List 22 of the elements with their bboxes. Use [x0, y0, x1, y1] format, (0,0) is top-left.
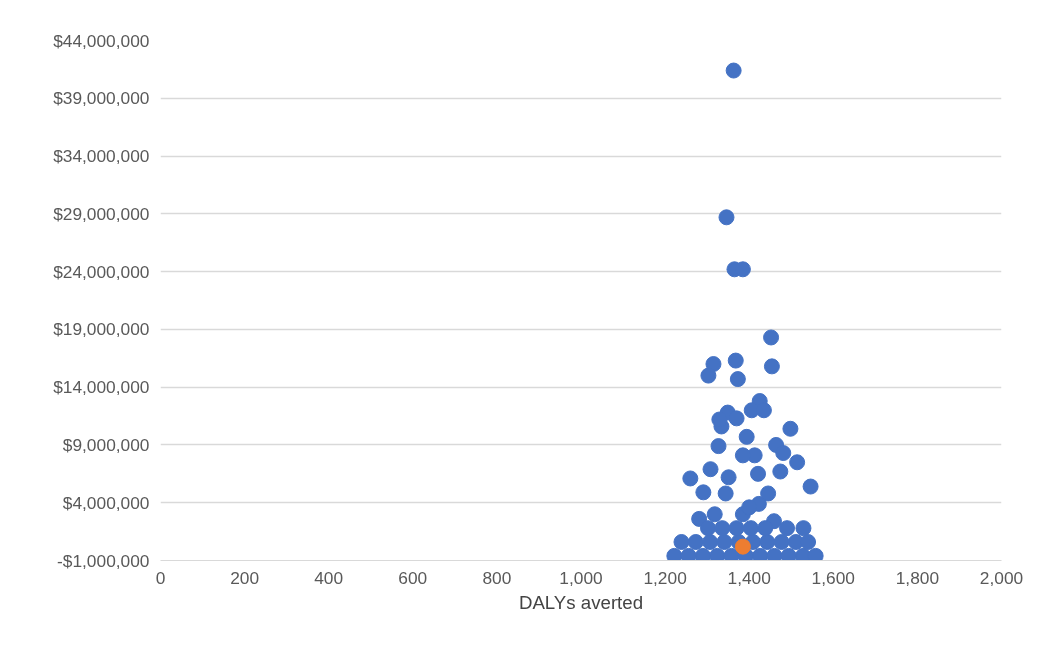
y-tick-label: -$1,000,000: [57, 550, 150, 571]
x-tick-label: 2,000: [979, 567, 1024, 588]
y-tick-label: $34,000,000: [53, 146, 150, 167]
x-tick-label: 1,200: [643, 567, 687, 588]
y-tick-label: $4,000,000: [62, 492, 150, 513]
x-tick-label: 0: [155, 567, 166, 588]
x-tick-label: 400: [314, 567, 344, 588]
y-tick-label: $44,000,000: [53, 30, 150, 51]
x-tick-label: 800: [482, 567, 512, 588]
x-tick-label: 1,600: [811, 567, 855, 588]
x-tick-label: 600: [398, 567, 428, 588]
y-tick-label: $39,000,000: [53, 88, 150, 109]
y-tick-label: $29,000,000: [53, 203, 150, 224]
y-tick-label: $19,000,000: [53, 319, 150, 340]
y-tick-label: $14,000,000: [53, 377, 150, 398]
x-tick-label: 1,000: [559, 567, 603, 588]
y-tick-label: $9,000,000: [62, 434, 150, 455]
x-tick-label: 200: [230, 567, 260, 588]
y-tick-label: $24,000,000: [53, 261, 150, 282]
x-tick-label: 1,400: [727, 567, 771, 588]
x-axis-title: DALYs averted: [518, 591, 644, 613]
x-tick-label: 1,800: [895, 567, 940, 588]
